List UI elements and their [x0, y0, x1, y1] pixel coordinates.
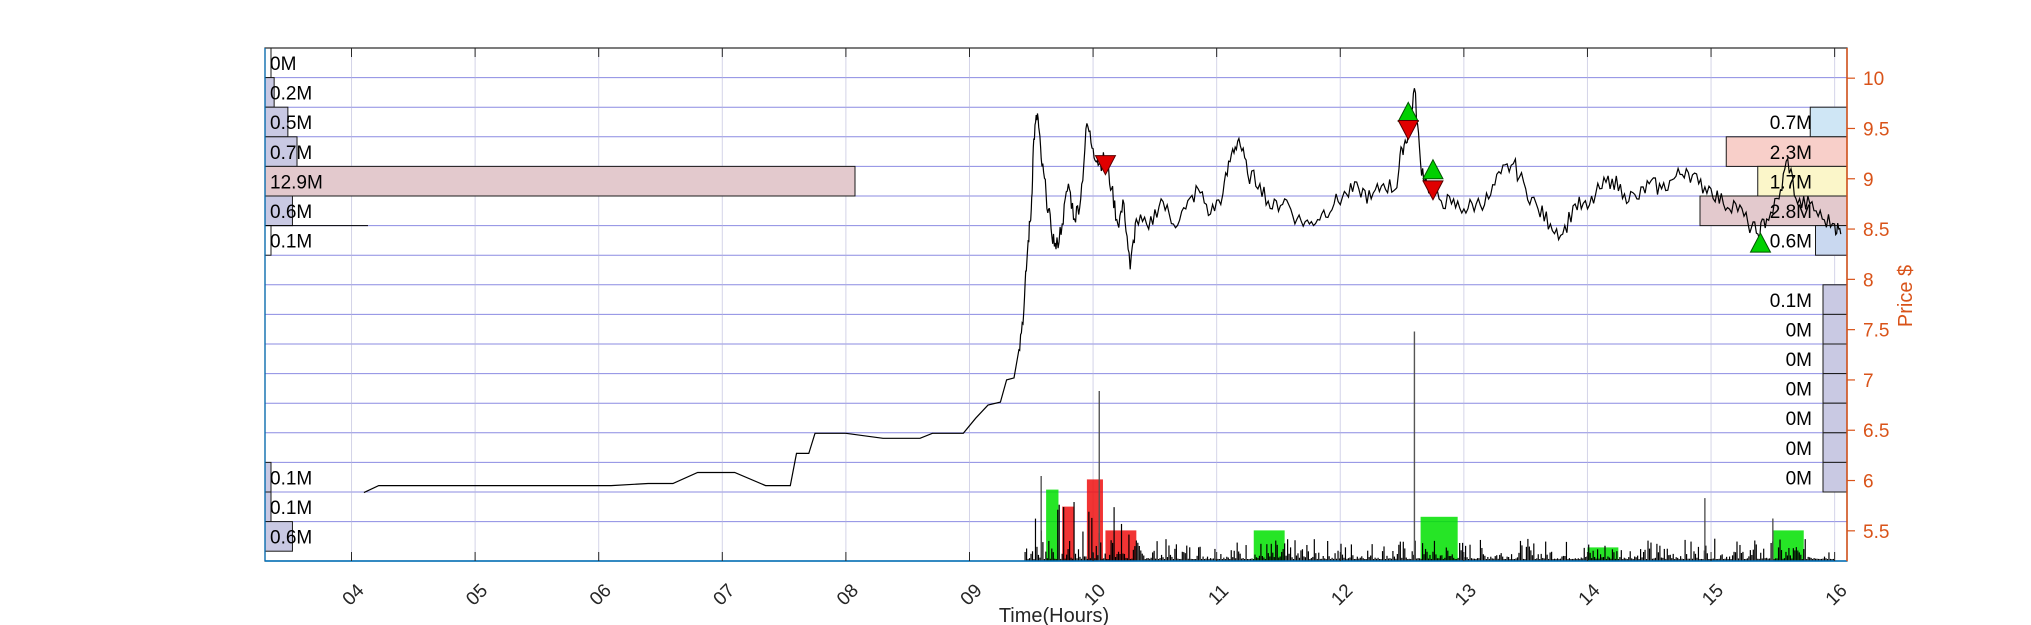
y-tick-label: 6	[1863, 472, 1874, 493]
volume-profile-bar-right	[1757, 165, 1848, 197]
volume-profile-bar-right	[1822, 313, 1848, 345]
volume-profile-label-left: 0.7M	[270, 143, 312, 164]
x-tick-label: 12	[1327, 580, 1357, 610]
buy-marker	[1422, 158, 1444, 180]
volume-profile-bar-right	[1815, 225, 1848, 256]
volume-profile-bar-right	[1822, 402, 1848, 434]
y-tick-label: 5.5	[1863, 522, 1889, 543]
sell-marker	[1397, 119, 1420, 141]
buy-marker	[1397, 101, 1420, 122]
volume-profile-label-left: 0.1M	[270, 468, 312, 489]
x-tick-label: 05	[462, 580, 492, 610]
price-line	[363, 88, 1842, 494]
volume-profile-label-left: 12.9M	[270, 172, 323, 193]
volume-profile-label-left: 0.6M	[270, 528, 312, 549]
sell-marker	[1422, 180, 1444, 201]
volume-profile-label-right: 0.1M	[1770, 291, 1812, 312]
volume-bars	[1024, 331, 1835, 561]
volume-profile-bar-right	[1822, 284, 1848, 315]
volume-profile-label-left: 0.6M	[270, 202, 312, 223]
axes-frame	[264, 47, 1848, 562]
volume-profile-label-right: 0.7M	[1770, 113, 1812, 134]
y-tick-label: 9	[1863, 170, 1874, 191]
y-tick-label: 7.5	[1863, 321, 1889, 342]
volume-profile-label-right: 0M	[1786, 350, 1812, 371]
volume-profile-bar-right	[1822, 432, 1848, 463]
volume-profile-label-right: 0M	[1786, 468, 1812, 489]
x-tick-label: 07	[710, 580, 740, 610]
x-tick-label: 06	[586, 580, 616, 610]
x-tick-label: 15	[1698, 580, 1728, 610]
y-axis-title: Price $	[1895, 265, 1917, 327]
y-tick-label: 6.5	[1863, 421, 1889, 442]
axes-box	[264, 47, 1848, 562]
volume-profile-label-right: 0M	[1786, 439, 1812, 460]
trade-markers	[1094, 101, 1772, 253]
x-tick-label: 04	[339, 580, 369, 610]
volume-profile-bar-right	[1822, 343, 1848, 375]
volume-profile-bar-left	[264, 165, 856, 197]
volume-profile-label-right: 0M	[1786, 409, 1812, 430]
buy-marker	[1749, 232, 1772, 253]
x-tick-label: 09	[957, 580, 987, 610]
volume-profile-bar-right	[1822, 373, 1848, 404]
x-tick-label: 16	[1822, 580, 1852, 610]
grid-lines	[265, 48, 1847, 561]
x-tick-label: 11	[1204, 581, 1233, 610]
x-tick-label: 08	[833, 580, 863, 610]
volume-profile-label-left: 0.2M	[270, 84, 312, 105]
price-series	[363, 88, 1842, 494]
volume-profile-label-right: 0M	[1786, 380, 1812, 401]
x-axis-title: Time(Hours)	[999, 605, 1109, 625]
volume-block	[1253, 530, 1285, 561]
sell-marker	[1094, 155, 1117, 176]
y-tick-label: 8	[1863, 270, 1874, 291]
volume-profile-label-right: 2.3M	[1770, 143, 1812, 164]
y-tick-label: 8.5	[1863, 220, 1889, 241]
volume-profile-label-right: 0M	[1786, 320, 1812, 341]
volume-block	[1062, 506, 1075, 561]
volume-profile-bar-right	[1822, 461, 1848, 493]
y-tick-label: 10	[1863, 69, 1884, 90]
volume-profile-label-left: 0.1M	[270, 232, 312, 253]
y-tick-label: 7	[1863, 371, 1874, 392]
x-tick-label: 14	[1575, 580, 1605, 610]
volume-profile-label-right: 1.7M	[1770, 172, 1812, 193]
volume-profile-label-left: 0.1M	[270, 498, 312, 519]
volume-profile-label-left: 0M	[270, 54, 296, 75]
y-tick-label: 9.5	[1863, 119, 1889, 140]
volume-profile-bar-left	[264, 136, 298, 167]
volume-profile-bar-right	[1809, 106, 1848, 138]
volume-profile-label-left: 0.5M	[270, 113, 312, 134]
volume-profile-left: 0M 0.2M 0.5M 0.7M 12.9M 0.6M 0.1M 0.1M 0.1M 0.6M	[264, 47, 856, 552]
volume-profile-label-right: 0.6M	[1770, 232, 1812, 253]
x-tick-label: 13	[1451, 580, 1481, 610]
